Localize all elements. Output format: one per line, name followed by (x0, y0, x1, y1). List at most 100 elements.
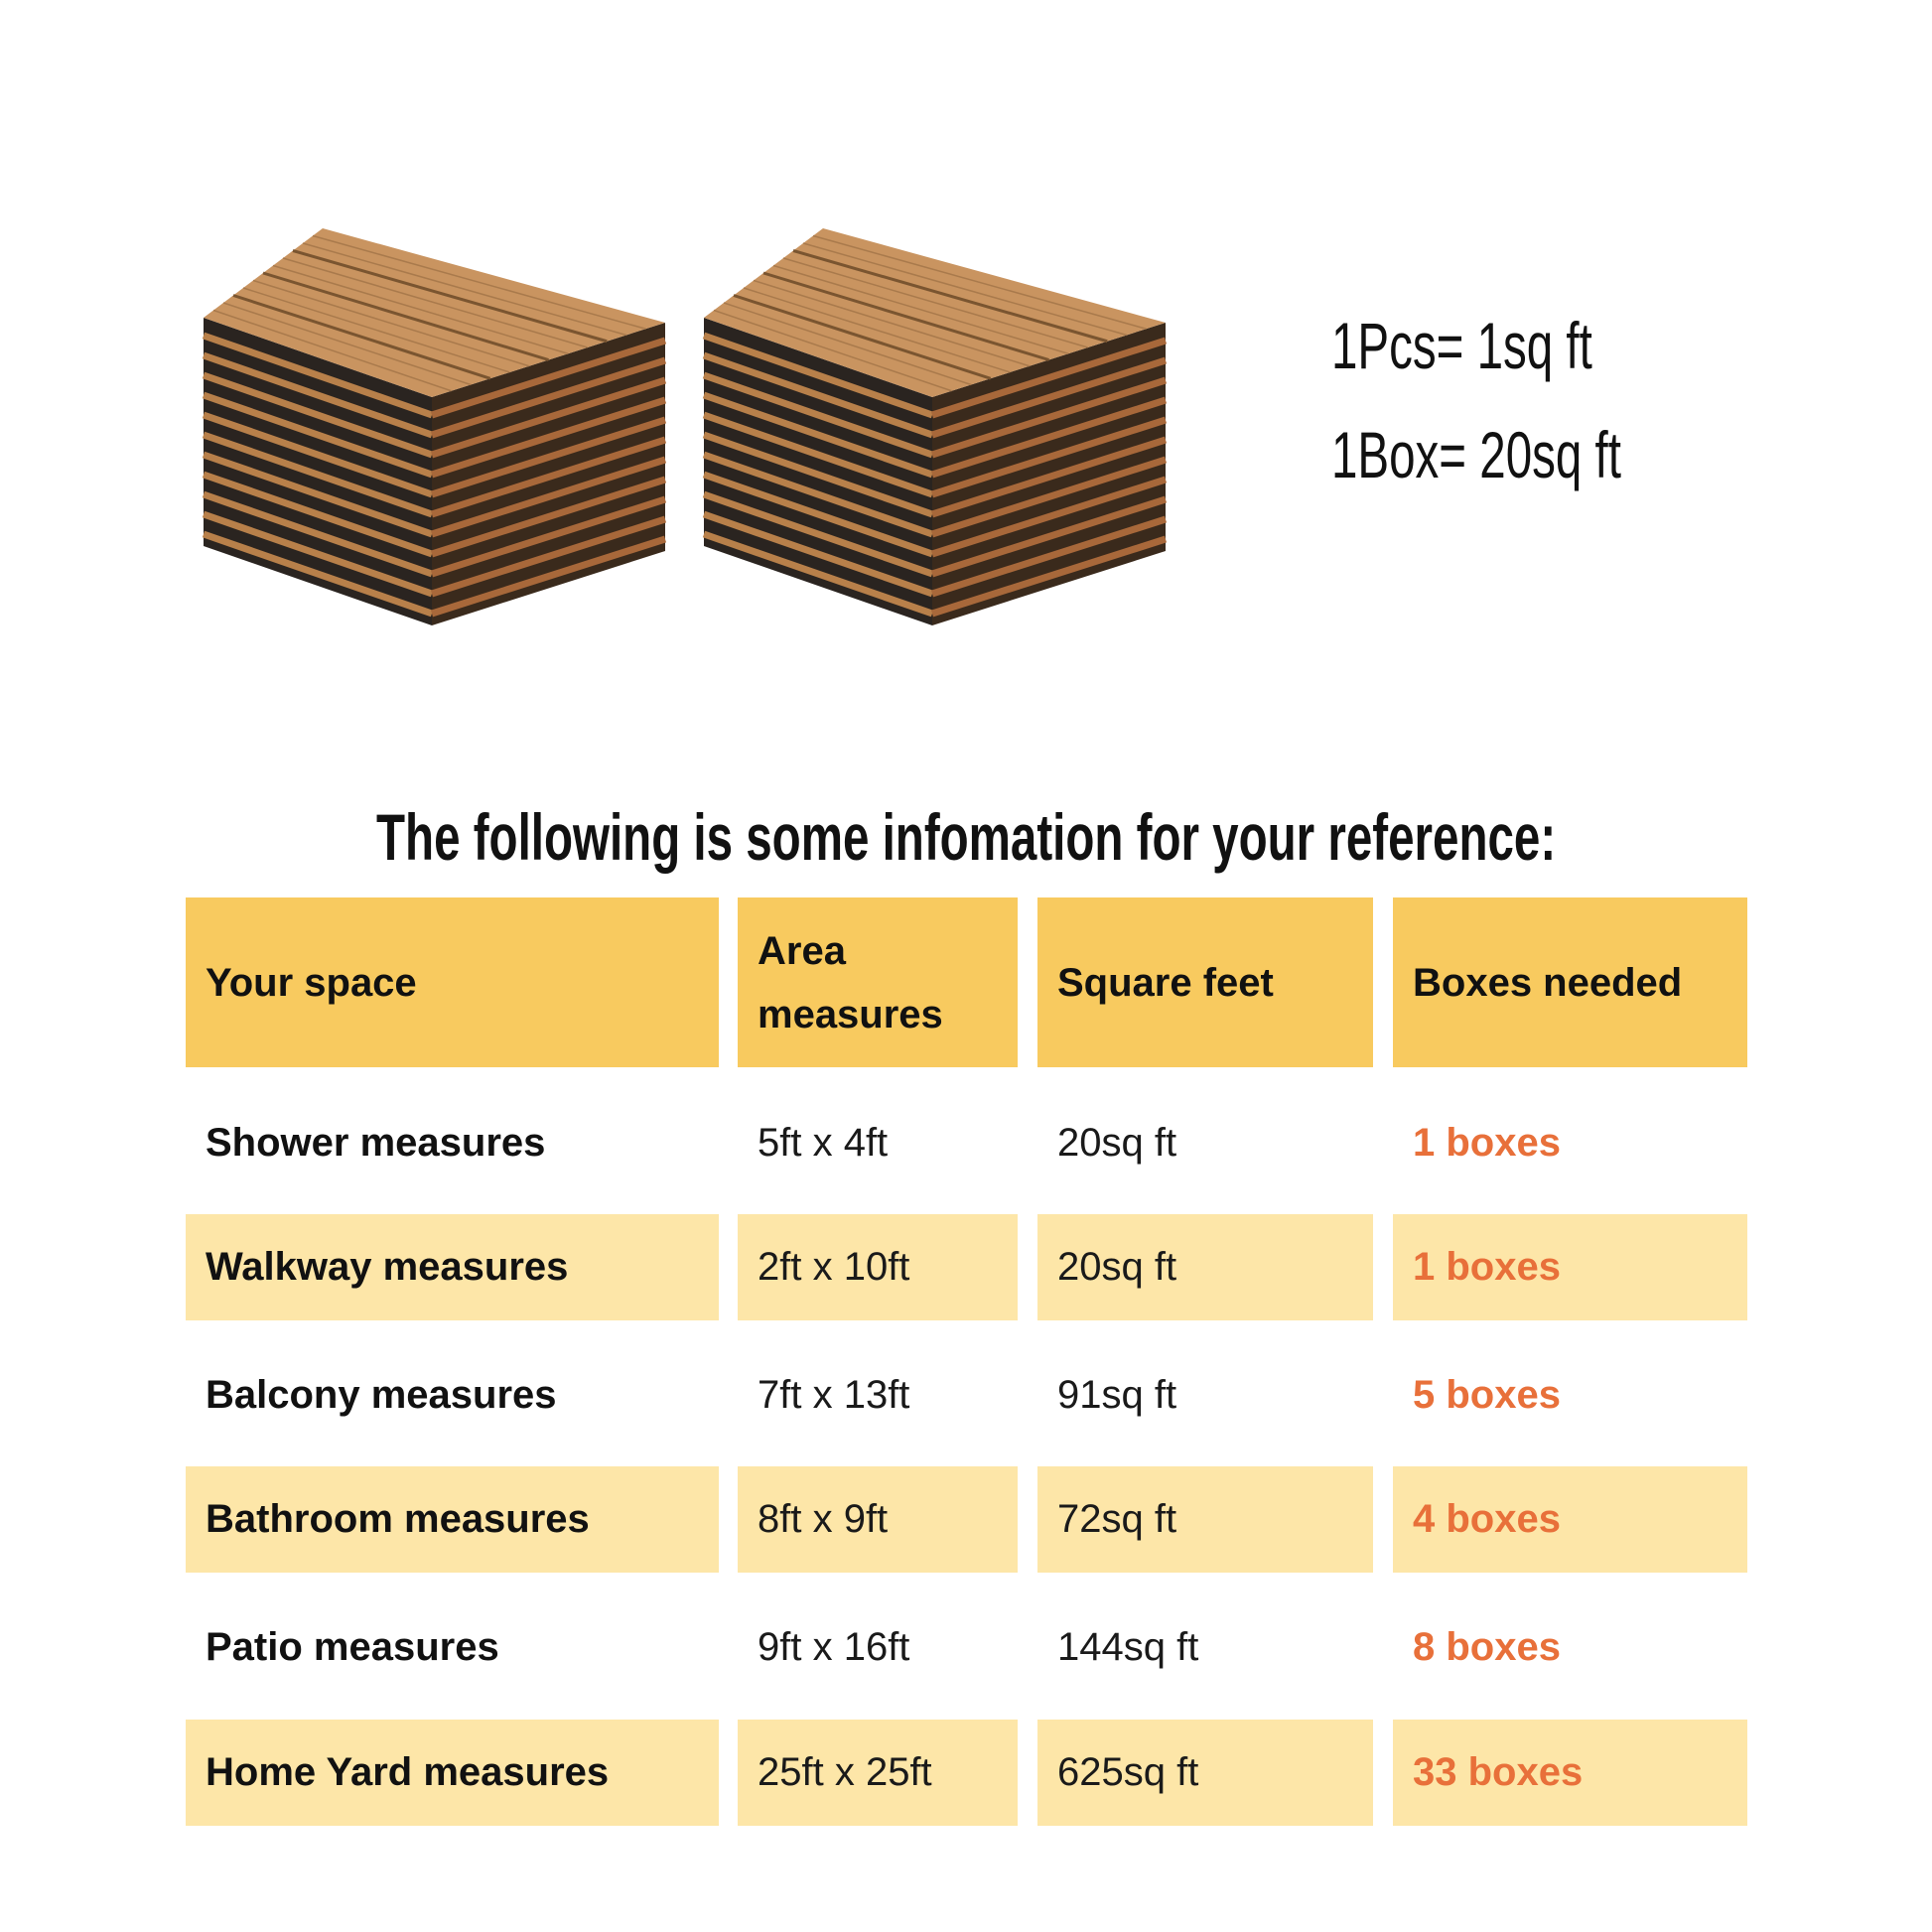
page-title: The following is some infomation for you… (375, 800, 1557, 874)
tile-layer-edge (702, 490, 934, 578)
tile-layer-edge (430, 515, 667, 598)
tile-layer-edge (930, 495, 1168, 578)
tile-layer-edge (930, 535, 1168, 618)
row-cell-area: 2ft x 10ft (738, 1214, 1018, 1320)
tile-layer-edge (702, 451, 934, 538)
row-cell-boxes: 33 boxes (1393, 1720, 1747, 1826)
tile-layer-edge (430, 356, 667, 439)
wood-tile-stack-image (702, 228, 1168, 625)
tile-layer-edge (702, 351, 934, 439)
plank-groove (212, 309, 452, 392)
tile-layer-edge (430, 396, 667, 479)
tile-layer-edge (702, 530, 934, 618)
row-cell-square-feet: 20sq ft (1037, 1214, 1373, 1320)
plank-groove (232, 294, 491, 380)
header-boxes-needed: Boxes needed (1393, 897, 1747, 1067)
tile-layer-edge (430, 535, 667, 618)
tile-layer-edge (430, 476, 667, 558)
tile-layer-edge (702, 391, 934, 479)
tile-layer-edge (430, 436, 667, 518)
row-cell-space: Bathroom measures (186, 1466, 719, 1573)
tile-layer-edge (930, 356, 1168, 439)
tile-layer-edge (702, 411, 934, 498)
plank-groove (222, 302, 472, 386)
tile-layer-edge (430, 456, 667, 538)
plank-groove (782, 257, 1088, 348)
tile-layer-edge (202, 471, 434, 558)
tile-layer-edge (930, 436, 1168, 518)
row-cell-area: 5ft x 4ft (758, 1121, 889, 1165)
plank-groove (292, 249, 608, 344)
plank-groove (282, 257, 588, 348)
tile-layer-edge (202, 451, 434, 538)
tile-layer-edge (430, 376, 667, 459)
tile-layer-edge (930, 337, 1168, 419)
tile-layer-edge (702, 332, 934, 419)
row-cell-space: Home Yard measures (186, 1720, 719, 1826)
tile-layer-edge (930, 456, 1168, 538)
row-cell-boxes: 1 boxes (1393, 1214, 1747, 1320)
row-cell-square-feet: 72sq ft (1037, 1466, 1373, 1573)
row-cell-boxes: 1 boxes (1413, 1121, 1561, 1165)
tile-top-face (704, 228, 1166, 397)
row-cell-space: Shower measures (206, 1121, 546, 1165)
plank-groove (812, 234, 1147, 330)
tile-layer-edge (702, 510, 934, 598)
tile-layer-edge (430, 495, 667, 578)
row-cell-area: 8ft x 9ft (738, 1466, 1018, 1573)
plank-groove (302, 242, 627, 337)
tile-layer-edge (702, 371, 934, 459)
tile-layer-edge (930, 476, 1168, 558)
row-cell-boxes: 5 boxes (1413, 1373, 1561, 1417)
plank-groove (252, 279, 530, 367)
header-your-space: Your space (186, 897, 719, 1067)
row-cell-boxes: 8 boxes (1413, 1625, 1561, 1669)
tile-layer-edge (202, 490, 434, 578)
tile-top-face (204, 228, 665, 397)
plank-groove (723, 302, 972, 386)
tile-layer-edge (930, 376, 1168, 459)
tile-layer-edge (702, 471, 934, 558)
tile-layer-edge (202, 351, 434, 439)
tile-layer-edge (202, 431, 434, 518)
plank-groove (312, 234, 646, 330)
plank-groove (753, 279, 1031, 367)
plank-groove (743, 287, 1011, 373)
row-cell-space: Balcony measures (206, 1373, 557, 1417)
tile-layer-edge (202, 510, 434, 598)
plank-groove (713, 309, 952, 392)
tile-layer-edge (702, 431, 934, 518)
header-square-feet: Square feet (1037, 897, 1373, 1067)
row-cell-square-feet: 91sq ft (1057, 1373, 1177, 1417)
plank-groove (762, 271, 1049, 361)
row-cell-area: 9ft x 16ft (758, 1625, 910, 1669)
row-cell-boxes: 4 boxes (1393, 1466, 1747, 1573)
plank-groove (802, 242, 1128, 337)
tile-layer-edge (202, 332, 434, 419)
tile-layer-edge (430, 416, 667, 498)
tile-layer-edge (430, 337, 667, 419)
tile-layer-edge (930, 416, 1168, 498)
tile-layer-edge (930, 515, 1168, 598)
plank-groove (242, 287, 510, 373)
row-cell-square-feet: 625sq ft (1037, 1720, 1373, 1826)
plank-groove (262, 271, 549, 361)
row-cell-square-feet: 20sq ft (1057, 1121, 1177, 1165)
spec-per-piece: 1Pcs= 1sq ft (1331, 309, 1592, 382)
tile-layer-edge (930, 396, 1168, 479)
plank-groove (272, 264, 569, 354)
plank-groove (792, 249, 1108, 344)
wood-tile-stack-image (202, 228, 667, 625)
row-cell-area: 7ft x 13ft (758, 1373, 910, 1417)
row-cell-area: 25ft x 25ft (738, 1720, 1018, 1826)
tile-layer-edge (202, 371, 434, 459)
spec-per-box: 1Box= 20sq ft (1331, 418, 1621, 491)
row-cell-space: Patio measures (206, 1625, 499, 1669)
tile-layer-edge (202, 530, 434, 618)
row-cell-square-feet: 144sq ft (1057, 1625, 1199, 1669)
tile-layer-edge (202, 391, 434, 479)
header-area-measures: Area measures (738, 897, 1018, 1067)
plank-groove (733, 294, 992, 380)
tile-layer-edge (202, 411, 434, 498)
row-cell-space: Walkway measures (186, 1214, 719, 1320)
